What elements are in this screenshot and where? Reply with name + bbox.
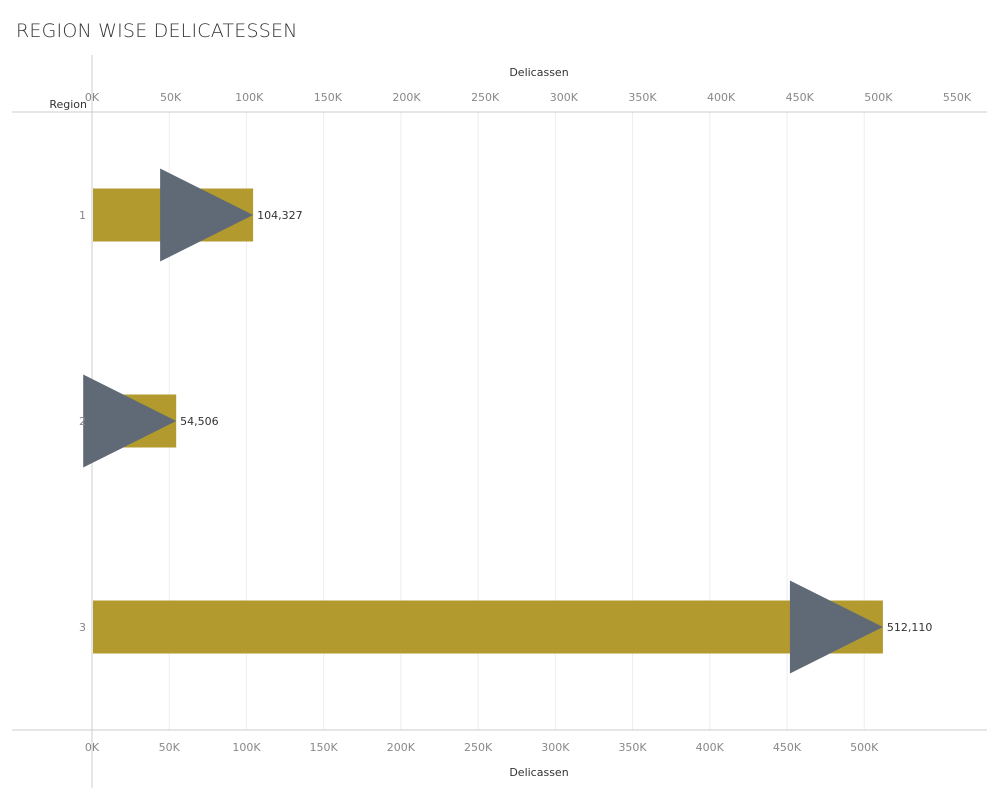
bottom-tick-label: 150K (310, 741, 339, 754)
category-label: 1 (79, 209, 86, 222)
top-tick-label: 0K (85, 91, 100, 104)
bottom-tick-label: 0K (85, 741, 100, 754)
category-label: 2 (79, 415, 86, 428)
bottom-tick-label: 450K (773, 741, 802, 754)
data-label: 54,506 (180, 415, 219, 428)
bottom-tick-label: 300K (541, 741, 570, 754)
top-tick-label: 450K (786, 91, 815, 104)
top-tick-label: 350K (628, 91, 657, 104)
bottom-tick-label: 250K (464, 741, 493, 754)
top-tick-label: 400K (707, 91, 736, 104)
bottom-tick-label: 50K (159, 741, 181, 754)
data-label: 104,327 (257, 209, 303, 222)
top-axis-title: Delicassen (509, 66, 568, 79)
data-labels: 104,327 54,506 512,110 (180, 209, 932, 634)
category-label: 3 (79, 621, 86, 634)
bottom-tick-label: 500K (850, 741, 879, 754)
top-tick-label: 250K (471, 91, 500, 104)
bottom-axis-title: Delicassen (509, 766, 568, 779)
top-tick-label: 550K (943, 91, 972, 104)
bottom-tick-label: 200K (387, 741, 416, 754)
category-labels: 1 2 3 (79, 209, 86, 634)
top-tick-label: 200K (392, 91, 421, 104)
bottom-tick-label: 350K (618, 741, 647, 754)
top-axis: Delicassen 0K 50K 100K 150K 200K 250K 300K 350K… (85, 66, 972, 104)
top-tick-label: 300K (550, 91, 579, 104)
top-tick-label: 50K (160, 91, 182, 104)
bottom-tick-label: 400K (696, 741, 725, 754)
bottom-axis: Delicassen 0K 50K 100K 150K 200K 250K 300K 350K… (85, 741, 879, 779)
row-header-region: Region (49, 98, 87, 111)
top-tick-label: 500K (864, 91, 893, 104)
triangle-marker (160, 168, 254, 262)
markers (83, 168, 883, 674)
triangle-marker (789, 580, 883, 674)
top-tick-label: 150K (314, 91, 343, 104)
top-tick-label: 100K (235, 91, 264, 104)
page-title: REGION WISE DELICATESSEN (16, 20, 298, 42)
data-label: 512,110 (887, 621, 933, 634)
bar (93, 600, 883, 654)
triangle-marker (83, 374, 177, 468)
bottom-tick-label: 100K (232, 741, 261, 754)
